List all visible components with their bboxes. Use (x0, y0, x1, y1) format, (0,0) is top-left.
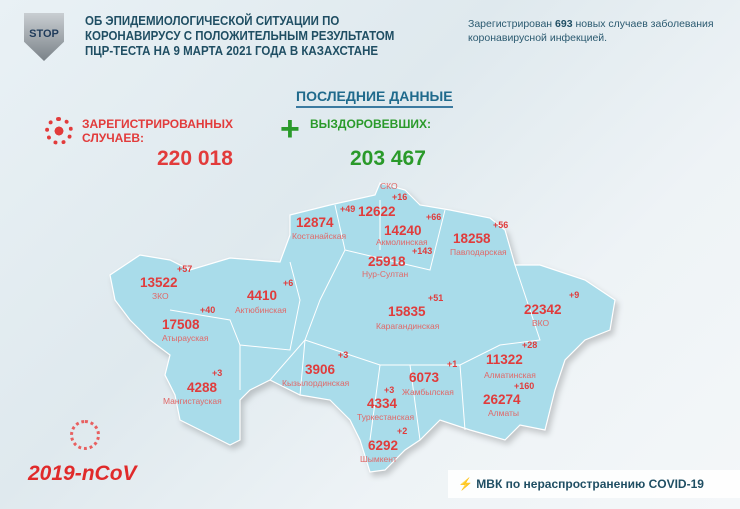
region-name: Алматы (488, 408, 520, 418)
region-name: Карагандинская (376, 321, 440, 331)
region-total: 18258 (453, 231, 491, 246)
region-total: 4288 (187, 380, 218, 395)
registered-label: ЗАРЕГИСТРИРОВАННЫХ СЛУЧАЕВ: (82, 117, 233, 145)
region-new-cases: +2 (397, 426, 408, 436)
region-new-cases: +28 (522, 340, 538, 350)
region-total: 12622 (358, 204, 396, 219)
new-cases-note: Зарегистрирован 693 новых случаев заболе… (468, 18, 714, 44)
region-new-cases: +3 (212, 368, 223, 378)
region-total: 22342 (524, 302, 562, 317)
region-new-cases: +56 (493, 220, 509, 230)
region-name: Жамбылская (402, 387, 454, 397)
region-name: СКО (380, 181, 398, 191)
region-new-cases: +6 (283, 278, 294, 288)
region-new-cases: +66 (426, 212, 442, 222)
virus-icon (45, 117, 73, 145)
virus-icon (70, 420, 100, 450)
region-total: 4334 (367, 396, 398, 411)
region-name: Акмолинская (376, 237, 428, 247)
recovered-label: ВЫЗДОРОВЕВШИХ: (310, 117, 432, 131)
region-new-cases: +49 (340, 204, 356, 214)
region-name: Костанайская (292, 231, 347, 241)
region-new-cases: +40 (200, 305, 216, 315)
region-total: 26274 (483, 392, 521, 407)
region-name: Шымкент (360, 454, 397, 464)
region-new-cases: +160 (514, 381, 535, 391)
registered-value: 220 018 (157, 147, 233, 170)
region-total: 25918 (368, 254, 406, 269)
page-title: ОБ ЭПИДЕМИОЛОГИЧЕСКОЙ СИТУАЦИИ ПО КОРОНА… (85, 14, 395, 58)
region-total: 6292 (368, 438, 399, 453)
region-name: ВКО (532, 318, 550, 328)
virus-code: 2019-nCoV (28, 462, 137, 485)
region-name: Актюбинская (235, 305, 287, 315)
region-name: Павлодарская (450, 247, 507, 257)
region-total: 13522 (140, 275, 178, 290)
lightning-icon: ⚡ (458, 477, 473, 491)
region-name: Алматинская (484, 370, 536, 380)
region-new-cases: +51 (428, 293, 444, 303)
region-total: 6073 (409, 370, 440, 385)
region-name: Туркестанская (357, 412, 415, 422)
region-borders (169, 200, 541, 441)
region-total: 3906 (305, 362, 336, 377)
region-total: 14240 (384, 223, 422, 238)
region-total: 17508 (162, 317, 200, 332)
region-new-cases: +1 (447, 359, 458, 369)
region-total: 12874 (296, 215, 334, 230)
region-name: ЗКО (152, 291, 169, 301)
latest-data-heading: ПОСЛЕДНИЕ ДАННЫЕ (296, 88, 453, 108)
region-total: 15835 (388, 304, 426, 319)
region-total: 11322 (486, 352, 523, 367)
region-name: Мангистауская (163, 396, 222, 406)
region-name: Нур-Султан (362, 269, 409, 279)
region-total: 4410 (247, 288, 278, 303)
region-new-cases: +16 (392, 192, 408, 202)
footer-banner: ⚡ МВК по нераспространению COVID-19 (448, 470, 740, 498)
plus-icon: + (280, 110, 300, 148)
recovered-value: 203 467 (350, 147, 426, 170)
region-name: Кызылординская (282, 378, 350, 388)
region-new-cases: +57 (177, 264, 193, 274)
region-new-cases: +143 (412, 246, 433, 256)
region-name: Атырауская (162, 333, 209, 343)
region-new-cases: +3 (338, 350, 349, 360)
map-outline (109, 182, 616, 473)
region-new-cases: +9 (569, 290, 580, 300)
region-new-cases: +3 (384, 385, 395, 395)
